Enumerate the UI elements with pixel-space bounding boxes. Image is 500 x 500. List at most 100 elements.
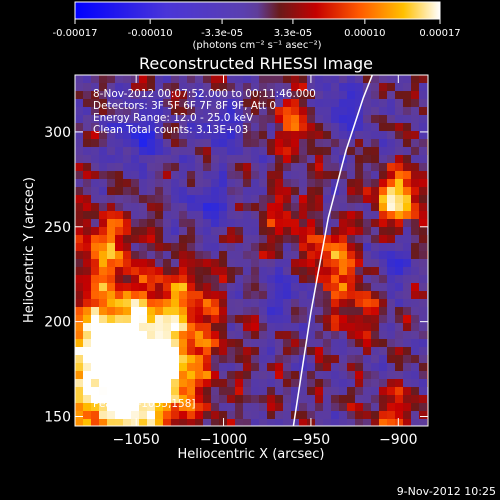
- heatmap-pixel: [411, 131, 419, 139]
- heatmap-pixel: [283, 307, 291, 315]
- heatmap-pixel: [251, 243, 259, 251]
- heatmap-pixel: [411, 379, 419, 387]
- heatmap-pixel: [131, 163, 139, 171]
- heatmap-pixel: [155, 155, 163, 163]
- heatmap-pixel: [123, 323, 131, 331]
- heatmap-pixel: [179, 251, 187, 259]
- heatmap-pixel: [275, 83, 283, 91]
- heatmap-pixel: [163, 91, 171, 99]
- heatmap-pixel: [299, 403, 307, 411]
- heatmap-pixel: [227, 115, 235, 123]
- heatmap-pixel: [147, 283, 155, 291]
- heatmap-pixel: [331, 219, 339, 227]
- heatmap-pixel: [123, 387, 131, 395]
- heatmap-pixel: [147, 395, 155, 403]
- heatmap-pixel: [275, 107, 283, 115]
- heatmap-pixel: [251, 147, 259, 155]
- heatmap-pixel: [227, 259, 235, 267]
- heatmap-pixel: [331, 259, 339, 267]
- heatmap-pixel: [227, 99, 235, 107]
- heatmap-pixel: [139, 235, 147, 243]
- heatmap-pixel: [395, 363, 403, 371]
- heatmap-pixel: [395, 107, 403, 115]
- heatmap-pixel: [371, 387, 379, 395]
- heatmap-pixel: [107, 331, 115, 339]
- heatmap-pixel: [315, 99, 323, 107]
- heatmap-pixel: [387, 203, 395, 211]
- heatmap-pixel: [235, 75, 243, 83]
- heatmap-pixel: [195, 371, 203, 379]
- heatmap-pixel: [99, 299, 107, 307]
- heatmap-pixel: [395, 139, 403, 147]
- heatmap-pixel: [163, 123, 171, 131]
- heatmap-pixel: [251, 315, 259, 323]
- heatmap-pixel: [347, 187, 355, 195]
- heatmap-pixel: [291, 315, 299, 323]
- heatmap-pixel: [419, 299, 427, 307]
- heatmap-pixel: [347, 83, 355, 91]
- heatmap-pixel: [299, 99, 307, 107]
- heatmap-pixel: [91, 315, 99, 323]
- heatmap-pixel: [339, 323, 347, 331]
- heatmap-pixel: [235, 403, 243, 411]
- heatmap-pixel: [323, 139, 331, 147]
- heatmap-pixel: [339, 307, 347, 315]
- heatmap-pixel: [339, 339, 347, 347]
- heatmap-pixel: [219, 339, 227, 347]
- heatmap-pixel: [107, 251, 115, 259]
- heatmap-pixel: [235, 187, 243, 195]
- heatmap-pixel: [291, 147, 299, 155]
- heatmap-pixel: [419, 139, 427, 147]
- heatmap-pixel: [315, 315, 323, 323]
- heatmap-pixel: [363, 227, 371, 235]
- heatmap-pixel: [275, 99, 283, 107]
- plot-frame: [74, 74, 429, 427]
- heatmap-pixel: [379, 155, 387, 163]
- heatmap-pixel: [323, 123, 331, 131]
- heatmap-pixel: [131, 219, 139, 227]
- heatmap-pixel: [323, 83, 331, 91]
- heatmap-pixel: [315, 411, 323, 419]
- heatmap-pixel: [395, 355, 403, 363]
- heatmap-pixel: [259, 347, 267, 355]
- heatmap-pixel: [347, 379, 355, 387]
- heatmap-pixel: [419, 283, 427, 291]
- heatmap-pixel: [371, 307, 379, 315]
- heatmap-pixel: [283, 99, 291, 107]
- heatmap-pixel: [179, 115, 187, 123]
- heatmap-pixel: [291, 347, 299, 355]
- heatmap-pixel: [299, 179, 307, 187]
- heatmap-pixel: [299, 331, 307, 339]
- heatmap-pixel: [363, 331, 371, 339]
- heatmap-pixel: [291, 219, 299, 227]
- heatmap-pixel: [91, 235, 99, 243]
- heatmap-pixel: [211, 83, 219, 91]
- heatmap-pixel: [283, 299, 291, 307]
- heatmap-pixel: [371, 219, 379, 227]
- heatmap-pixel: [139, 187, 147, 195]
- heatmap-pixel: [267, 259, 275, 267]
- heatmap-pixel: [411, 219, 419, 227]
- heatmap-pixel: [395, 203, 403, 211]
- heatmap-pixel: [363, 147, 371, 155]
- heatmap-pixel: [323, 355, 331, 363]
- heatmap-pixel: [115, 139, 123, 147]
- heatmap-pixel: [115, 195, 123, 203]
- heatmap-pixel: [139, 179, 147, 187]
- heatmap-pixel: [307, 411, 315, 419]
- heatmap-pixel: [323, 347, 331, 355]
- heatmap-pixel: [363, 91, 371, 99]
- heatmap-pixel: [99, 355, 107, 363]
- heatmap-pixel: [155, 315, 163, 323]
- heatmap-pixel: [147, 107, 155, 115]
- heatmap-pixel: [75, 411, 83, 419]
- heatmap-pixel: [91, 219, 99, 227]
- heatmap-pixel: [267, 275, 275, 283]
- heatmap-pixel: [371, 403, 379, 411]
- heatmap-pixel: [139, 339, 147, 347]
- heatmap-pixel: [379, 419, 387, 426]
- heatmap-pixel: [379, 195, 387, 203]
- heatmap-pixel: [259, 339, 267, 347]
- heatmap-pixel: [291, 259, 299, 267]
- heatmap-pixel: [387, 331, 395, 339]
